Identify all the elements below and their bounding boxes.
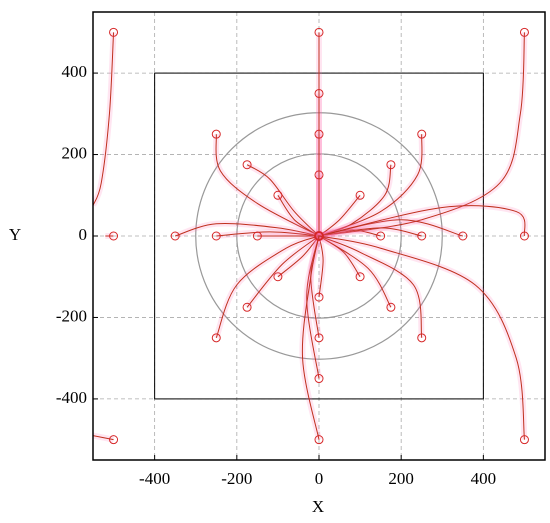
plot-area [93, 12, 545, 460]
start-point [273, 272, 283, 282]
start-point [211, 333, 221, 343]
start-point [252, 231, 262, 241]
trajectory [318, 194, 361, 237]
start-point [242, 302, 252, 312]
start-point [314, 129, 324, 139]
start-point [314, 333, 324, 343]
trajectory [318, 235, 392, 308]
start-point [314, 27, 324, 37]
x-axis-label: X [312, 497, 324, 516]
start-point [109, 27, 119, 37]
start-point [386, 160, 396, 170]
trajectory [93, 32, 115, 206]
start-point [314, 374, 324, 384]
y-axis-label: Y [9, 225, 21, 244]
start-point [417, 333, 427, 343]
start-point [355, 190, 365, 200]
y-tick-label: 400 [62, 62, 88, 81]
start-point [314, 435, 324, 445]
start-point [386, 302, 396, 312]
origin-point [314, 231, 324, 241]
start-point [273, 190, 283, 200]
trajectory-glow [93, 32, 117, 207]
start-point [519, 27, 529, 37]
trajectory [301, 235, 320, 440]
trajectory [215, 235, 320, 338]
start-point [417, 129, 427, 139]
trajectory [318, 205, 526, 237]
start-point [211, 231, 221, 241]
trajectory [93, 435, 114, 441]
start-point [170, 231, 180, 241]
trajectory [318, 164, 392, 237]
trajectory [306, 235, 320, 379]
start-point [519, 231, 529, 241]
trajectory [318, 227, 422, 237]
start-point [458, 231, 468, 241]
trajectory [175, 222, 320, 237]
start-point [109, 435, 119, 445]
start-point [109, 231, 119, 241]
trajectory [216, 231, 320, 237]
start-point [314, 88, 324, 98]
start-point [376, 231, 386, 241]
trajectory [277, 235, 320, 278]
x-tick-label: 200 [388, 469, 414, 488]
trajectory [318, 235, 423, 338]
trajectory [215, 134, 320, 237]
x-tick-label: 400 [471, 469, 497, 488]
trajectory [318, 235, 324, 298]
y-tick-label: 0 [79, 225, 88, 244]
x-tick-label: -400 [139, 469, 170, 488]
start-point [417, 231, 427, 241]
y-tick-label: 200 [62, 143, 88, 162]
x-tick-label: -200 [221, 469, 252, 488]
x-tick-label: 0 [315, 469, 324, 488]
start-point [355, 272, 365, 282]
start-point [242, 160, 252, 170]
start-point [211, 129, 221, 139]
start-point [314, 170, 324, 180]
start-point [519, 435, 529, 445]
trajectory [318, 235, 525, 440]
trajectory [277, 194, 320, 237]
start-point [314, 292, 324, 302]
y-tick-label: -200 [56, 306, 87, 325]
y-tick-label: -400 [56, 388, 87, 407]
plot-frame [92, 11, 546, 461]
trajectory [246, 235, 320, 308]
